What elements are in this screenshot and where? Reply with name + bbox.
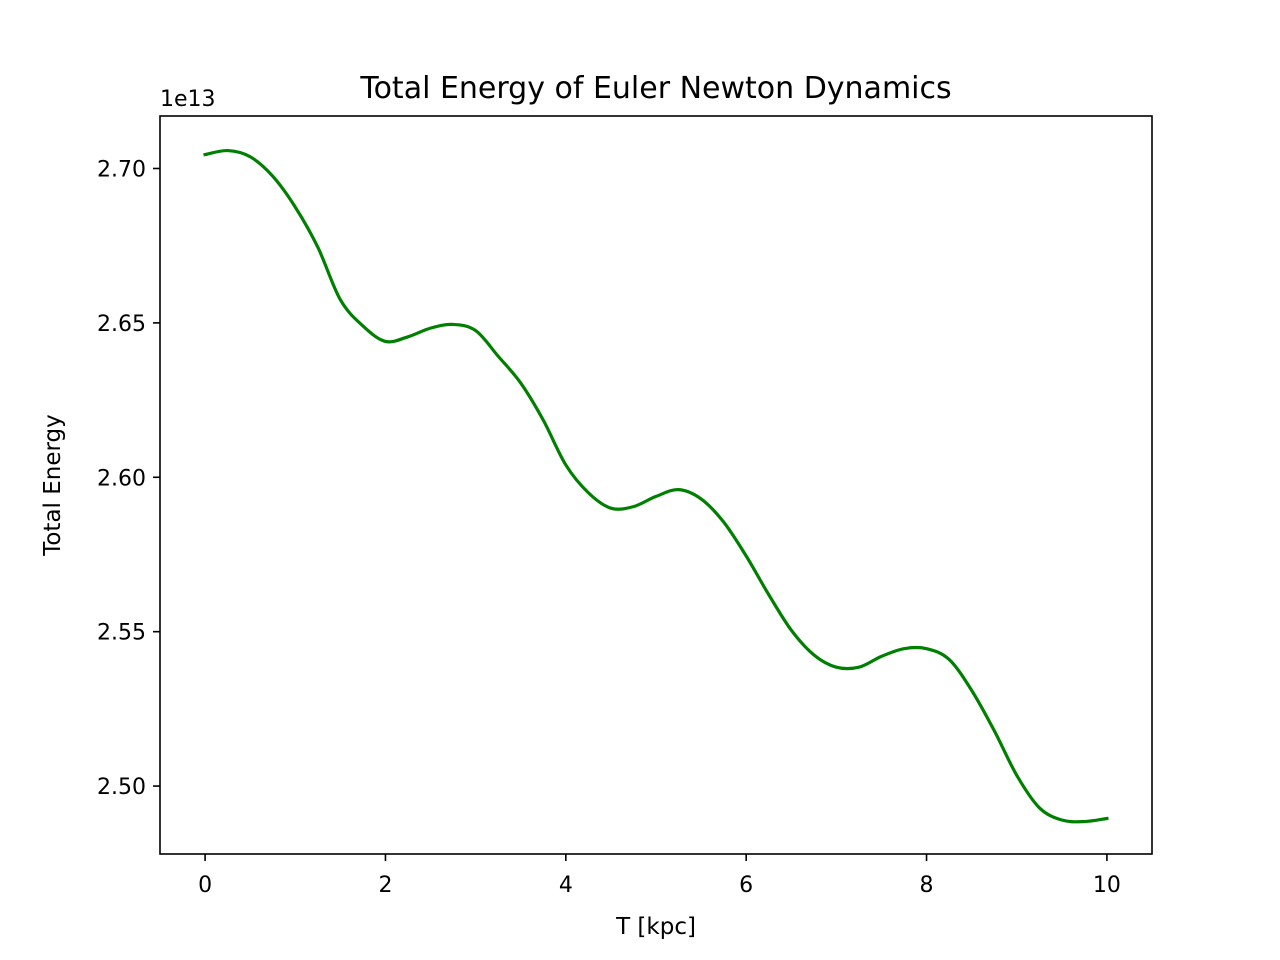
y-tick-label: 2.65 xyxy=(97,312,146,337)
chart-title: Total Energy of Euler Newton Dynamics xyxy=(359,71,951,106)
x-tick-label: 0 xyxy=(198,873,212,898)
y-tick-label: 2.50 xyxy=(97,775,146,800)
y-axis: 2.50 2.55 2.60 2.65 2.70 xyxy=(97,157,160,800)
x-tick-label: 2 xyxy=(378,873,392,898)
y-tick-label: 2.60 xyxy=(97,466,146,491)
x-axis: 0 2 4 6 8 10 xyxy=(198,854,1121,898)
y-axis-label: Total Energy xyxy=(40,414,66,557)
x-tick-label: 10 xyxy=(1093,873,1121,898)
plot-frame xyxy=(159,115,1153,855)
x-tick-label: 8 xyxy=(920,873,934,898)
x-tick-label: 6 xyxy=(739,873,753,898)
plot-area xyxy=(203,148,1109,824)
y-tick-label: 2.55 xyxy=(97,621,146,646)
x-tick-label: 4 xyxy=(559,873,573,898)
series-line-0 xyxy=(203,148,1109,824)
x-axis-label: T [kpc] xyxy=(615,914,696,940)
y-offset-label: 1e13 xyxy=(160,87,216,112)
y-tick-label: 2.70 xyxy=(97,157,146,182)
